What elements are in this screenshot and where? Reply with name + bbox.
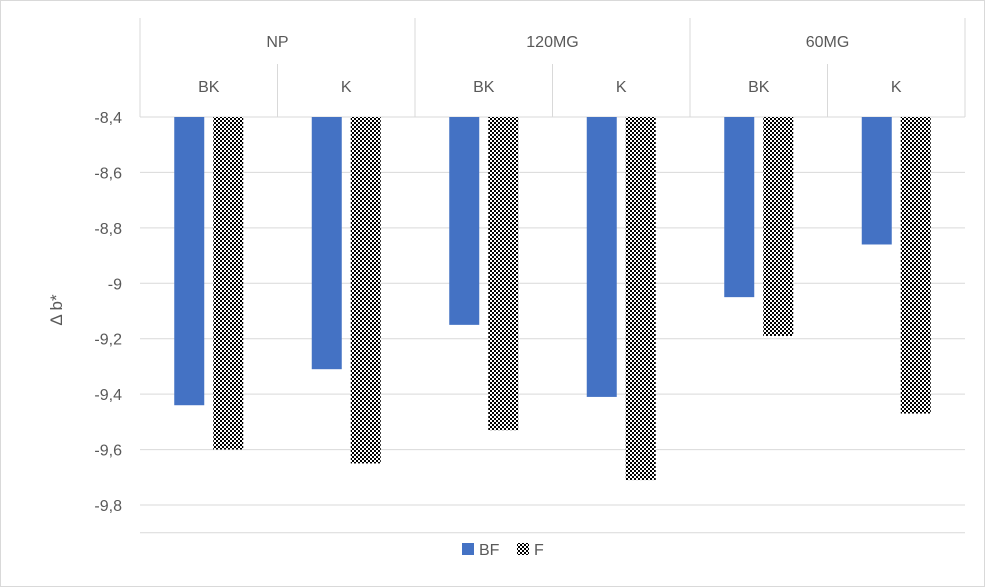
bar-bf: [724, 117, 755, 298]
y-tick-label: -8,4: [94, 110, 122, 127]
category-header: BK K NP BK K 120MG BK K 60MG: [139, 18, 966, 117]
y-tick-label: -8,6: [94, 165, 122, 182]
legend-label-f: F: [534, 542, 544, 559]
legend-swatch-f: [517, 543, 529, 555]
category-label: BK: [748, 79, 770, 96]
category-label: BK: [198, 79, 220, 96]
bar-bf: [586, 117, 617, 397]
group-label: 60MG: [806, 34, 850, 51]
bar-f: [350, 117, 381, 464]
bars: [174, 117, 931, 481]
legend: BF F: [462, 542, 544, 559]
bar-bf: [311, 117, 342, 370]
y-tick-label: -9,4: [94, 387, 122, 404]
bar-bf: [174, 117, 205, 406]
bar-f: [488, 117, 519, 431]
bar-f: [763, 117, 794, 336]
category-label: K: [891, 79, 902, 96]
legend-label-bf: BF: [479, 542, 500, 559]
category-label: BK: [473, 79, 495, 96]
y-tick-label: -9,6: [94, 443, 122, 460]
bar-f: [213, 117, 244, 450]
y-tick-label: -9: [108, 276, 122, 293]
bar-bf: [449, 117, 480, 325]
y-axis-ticks: -8,4 -8,6 -8,8 -9 -9,2 -9,4 -9,6 -9,8: [94, 110, 122, 515]
legend-swatch-bf: [462, 543, 474, 555]
group-label: NP: [266, 34, 288, 51]
bar-bf: [861, 117, 892, 245]
group-label: 120MG: [526, 34, 578, 51]
category-label: K: [341, 79, 352, 96]
category-label: K: [616, 79, 627, 96]
y-axis-label: Δ b*: [47, 294, 66, 326]
y-tick-label: -9,8: [94, 498, 122, 515]
y-tick-label: -9,2: [94, 332, 122, 349]
bar-f: [625, 117, 656, 481]
bar-f: [900, 117, 931, 414]
y-tick-label: -8,8: [94, 221, 122, 238]
